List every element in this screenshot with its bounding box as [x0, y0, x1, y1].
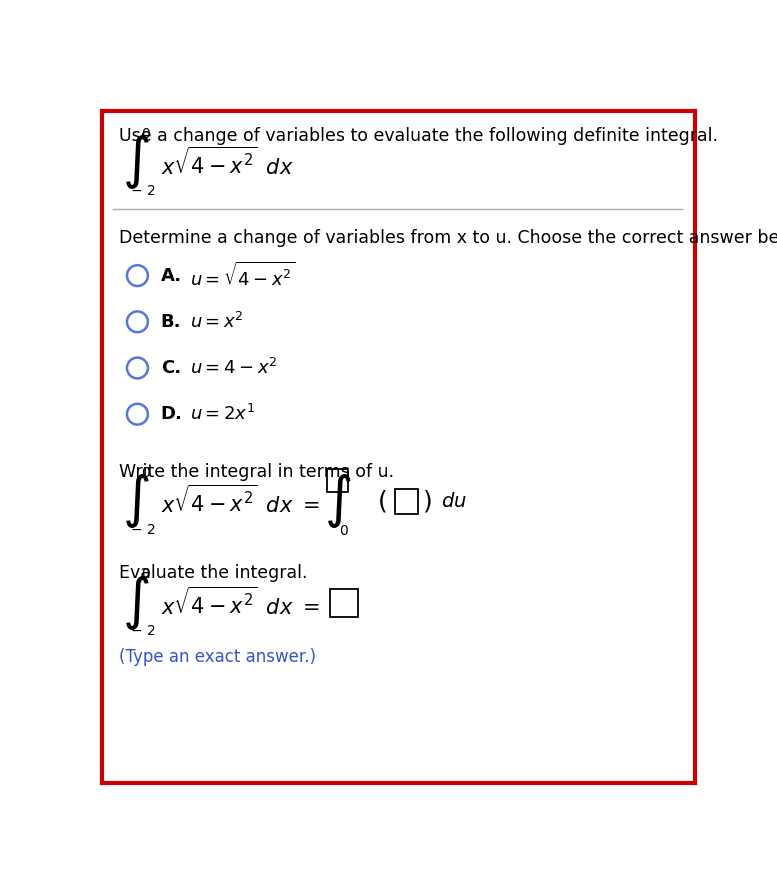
- Bar: [326, 469, 348, 492]
- Text: 0: 0: [340, 524, 348, 538]
- Text: $u = 2x^1$: $u = 2x^1$: [190, 404, 256, 424]
- Text: − 2: − 2: [131, 184, 156, 198]
- Text: 0: 0: [141, 466, 149, 480]
- Text: (: (: [378, 489, 388, 513]
- Text: Determine a change of variables from x to u. Choose the correct answer below.: Determine a change of variables from x t…: [119, 228, 777, 247]
- Bar: [395, 489, 418, 513]
- Text: Use a change of variables to evaluate the following definite integral.: Use a change of variables to evaluate th…: [119, 127, 718, 145]
- Text: Evaluate the integral.: Evaluate the integral.: [119, 565, 308, 582]
- Text: A.: A.: [161, 266, 182, 285]
- Text: 0: 0: [141, 567, 149, 581]
- Text: − 2: − 2: [131, 625, 156, 638]
- Text: $u = \sqrt{4-x^2}$: $u = \sqrt{4-x^2}$: [190, 261, 296, 289]
- Text: (Type an exact answer.): (Type an exact answer.): [119, 648, 315, 666]
- Text: B.: B.: [161, 312, 181, 331]
- Text: $\int$: $\int$: [122, 473, 150, 530]
- Text: ): ): [423, 489, 432, 513]
- Text: 0: 0: [141, 127, 149, 141]
- Text: C.: C.: [161, 359, 181, 377]
- Text: $u = 4-x^2$: $u = 4-x^2$: [190, 358, 277, 378]
- Text: $x\sqrt{4-x^2}\ \,dx$: $x\sqrt{4-x^2}\ \,dx$: [161, 146, 293, 179]
- Text: $x\sqrt{4-x^2}\ \,dx\ =$: $x\sqrt{4-x^2}\ \,dx\ =$: [161, 587, 319, 619]
- Text: $\int$: $\int$: [323, 473, 351, 530]
- Text: Write the integral in terms of u.: Write the integral in terms of u.: [119, 463, 394, 481]
- Bar: [329, 589, 357, 617]
- Text: $\int$: $\int$: [122, 134, 150, 191]
- Text: D.: D.: [161, 405, 183, 423]
- Text: $du$: $du$: [441, 492, 467, 511]
- Text: $x\sqrt{4-x^2}\ \,dx\ =$: $x\sqrt{4-x^2}\ \,dx\ =$: [161, 485, 319, 518]
- Text: $\int$: $\int$: [122, 573, 150, 632]
- Text: $u = x^2$: $u = x^2$: [190, 312, 244, 332]
- Text: − 2: − 2: [131, 523, 156, 537]
